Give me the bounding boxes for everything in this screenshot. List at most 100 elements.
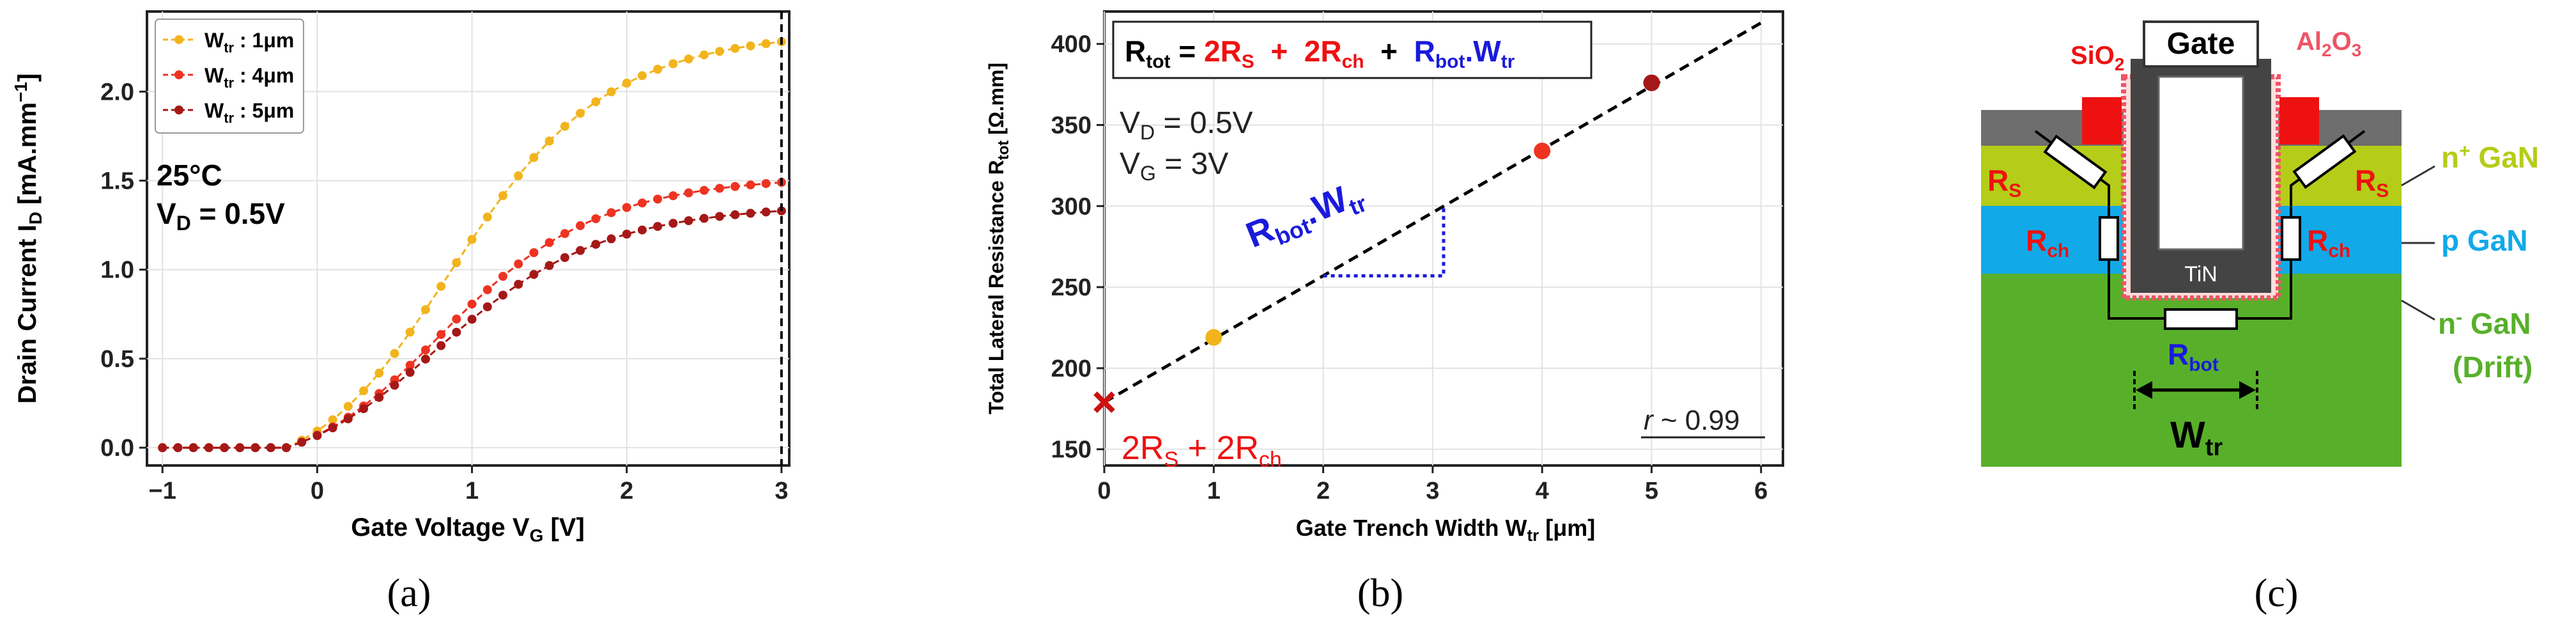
label-nminus-gan: n- GaN [2438,307,2531,340]
panel-a-xlabel-sub: G [530,526,544,545]
panel-a-data-point [390,380,399,390]
label-nplus-gan: n+ GaN [2441,141,2539,174]
panel-a-data-point [637,198,647,208]
panel-a-data-point [436,330,446,340]
panel-a-data-point [189,443,198,453]
slope-label: Rbot.Wtr [1240,172,1371,260]
cond-vg: VG = 3V [1120,147,1228,185]
panel-a-xlabel-unit: [V] [543,513,584,542]
tin-layer-inner [2157,75,2244,251]
panel-b-ytick-label: 200 [1051,356,1091,382]
rs-right-main: R [2355,164,2376,197]
wtr-arrowhead-right [2239,381,2256,399]
panel-a-data-point [390,348,399,358]
eq-equals: = [1171,35,1204,68]
eq-term1-sub: S [1242,51,1254,72]
panel-b-ylabel-unit: [Ω.mm] [985,63,1008,141]
intercept-label: 2RS + 2Rch [1122,430,1282,472]
resistor-rs-right [2292,134,2357,189]
panel-a-ticks: −1 0 1 2 3 0.0 0.5 1.0 1.5 2.0 [100,79,788,504]
resistor-rch-left [2099,216,2119,261]
eq-term3-dot: .W [1465,35,1501,68]
panel-label-b: (b) [1357,572,1403,615]
resistor-rch-right [2281,216,2301,261]
panel-a-xlabel-main: Gate Voltage V [351,513,530,542]
panel-a-data-point [544,238,554,247]
panel-a-ylabel: Drain Current ID [mA.mm−1] [11,74,45,404]
panel-a-data-point [730,182,740,191]
vd-annotation-val: = 0.5V [191,197,285,230]
panel-a-data-point [529,153,539,162]
panel-label-a: (a) [387,572,431,615]
panel-a-data-point [482,302,492,311]
nplus-a: n [2441,141,2459,174]
panel-a-data-point [544,261,554,270]
panel-a-data-point [653,194,663,204]
panel-b-ytick-label: 250 [1051,274,1091,301]
panel-a-data-point [730,43,740,53]
panel-a-data-point [452,258,461,267]
sio2-label-main: SiO [2071,42,2115,70]
gate-label-box [2143,20,2259,68]
panel-a-data-point [746,41,755,51]
al2o3-sub1: 2 [2322,40,2332,60]
panel-a-data-point [235,443,245,453]
nminus-b: GaN [2462,307,2531,340]
panel-a-data-point [699,50,709,59]
wtr-label: Wtr [2170,414,2223,461]
cond-vg-val: = 3V [1156,147,1228,181]
panel-b-xtick-label: 6 [1754,478,1768,504]
legend-label-val: : 1μm [234,29,294,52]
panel-a-xtick-label: −1 [149,478,176,504]
panel-b-ytick-label: 150 [1051,437,1091,464]
al2o3-a: Al [2296,27,2322,56]
rs-label-right: RS [2355,164,2389,201]
panel-a-data-point [482,285,492,295]
nminus-a: n [2438,307,2456,340]
panel-a-data-point [158,443,167,453]
panel-a-ytick-label: 2.0 [100,79,134,106]
pointer-nplus [2401,165,2435,187]
nplus-sup: + [2459,141,2471,162]
eq-term3-sub: bot [1435,51,1465,72]
intercept-label-a-sub: S [1164,448,1178,472]
panel-a-data-point [173,443,183,453]
panel-a-data-point [405,327,415,337]
panel-b-xlabel: Gate Trench Width Wtr [μm] [1296,515,1595,545]
panel-a-data-point [653,222,663,231]
cond-vg-sub: G [1140,162,1156,185]
panel-a-data-point [576,246,585,255]
panel-a-data-point [420,354,430,364]
legend-label-val: : 5μm [234,99,294,122]
panel-a-data-point [637,71,647,81]
equation-box [1112,20,1593,79]
panel-a-data-point [297,437,307,447]
panel-a-data-point [715,184,725,193]
panel-a-ytick-label: 1.5 [100,168,134,195]
rbot-sub: bot [2189,354,2219,375]
legend-label: Wtr : 4μm [204,64,294,91]
legend-marker [174,35,183,44]
panel-a-data-point [436,281,446,291]
vd-annotation: VD = 0.5V [157,197,285,235]
panel-a-ylabel-unit: [mA.mm [13,102,42,212]
panel-b-xlabel-main: Gate Trench Width W [1296,515,1527,541]
rch-right-sub: ch [2328,240,2350,262]
rbot-label: Rbot [2168,338,2219,375]
al2o3-sub2: 3 [2352,40,2362,60]
panel-a-data-point [359,404,369,414]
rbot-main: R [2168,338,2189,371]
panel-a-xlabel: Gate Voltage VG [V] [351,513,585,545]
panel-a-data-point [576,109,585,118]
sio2-label: SiO2 [2071,42,2124,74]
eq-lhs-sub: tot [1146,51,1170,72]
panel-label-c: (c) [2255,572,2299,615]
panel-a-data-point [544,136,554,146]
panel-a-data-point [529,270,539,279]
panel-a-data-point [684,54,693,64]
rch-right-main: R [2307,224,2328,257]
panel-b-ylabel-sub: tot [995,141,1012,160]
panel-a-ytick-label: 0.5 [100,346,134,373]
panel-a-data-point [560,121,569,131]
